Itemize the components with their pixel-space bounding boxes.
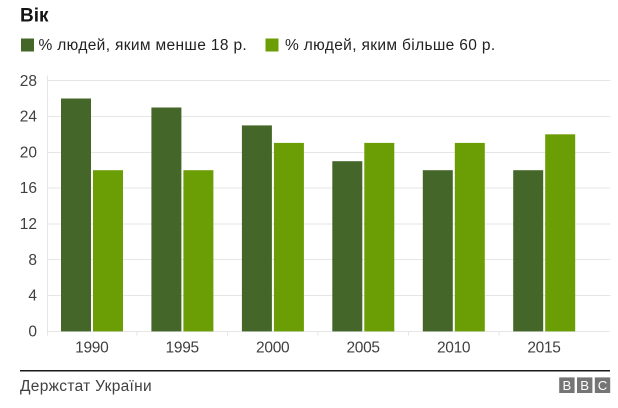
- svg-text:1995: 1995: [166, 339, 199, 356]
- svg-text:Держстат України: Держстат України: [20, 378, 152, 395]
- svg-text:B: B: [563, 378, 572, 393]
- svg-text:24: 24: [20, 109, 38, 126]
- svg-text:% людей, яким більше 60 р.: % людей, яким більше 60 р.: [285, 37, 496, 54]
- svg-text:1990: 1990: [75, 339, 109, 356]
- svg-text:0: 0: [28, 324, 37, 341]
- svg-text:% людей, яким менше 18 р.: % людей, яким менше 18 р.: [39, 37, 248, 54]
- svg-text:20: 20: [20, 144, 38, 161]
- svg-text:Вік: Вік: [20, 6, 49, 27]
- svg-text:2000: 2000: [256, 339, 290, 356]
- svg-text:12: 12: [20, 216, 37, 233]
- svg-text:B: B: [580, 378, 589, 393]
- svg-text:4: 4: [28, 288, 37, 305]
- svg-text:2015: 2015: [527, 339, 560, 356]
- svg-text:8: 8: [28, 252, 37, 269]
- svg-text:28: 28: [20, 73, 37, 90]
- svg-text:C: C: [598, 378, 608, 393]
- svg-text:2005: 2005: [346, 339, 379, 356]
- svg-text:16: 16: [20, 180, 37, 197]
- svg-text:2010: 2010: [437, 339, 471, 356]
